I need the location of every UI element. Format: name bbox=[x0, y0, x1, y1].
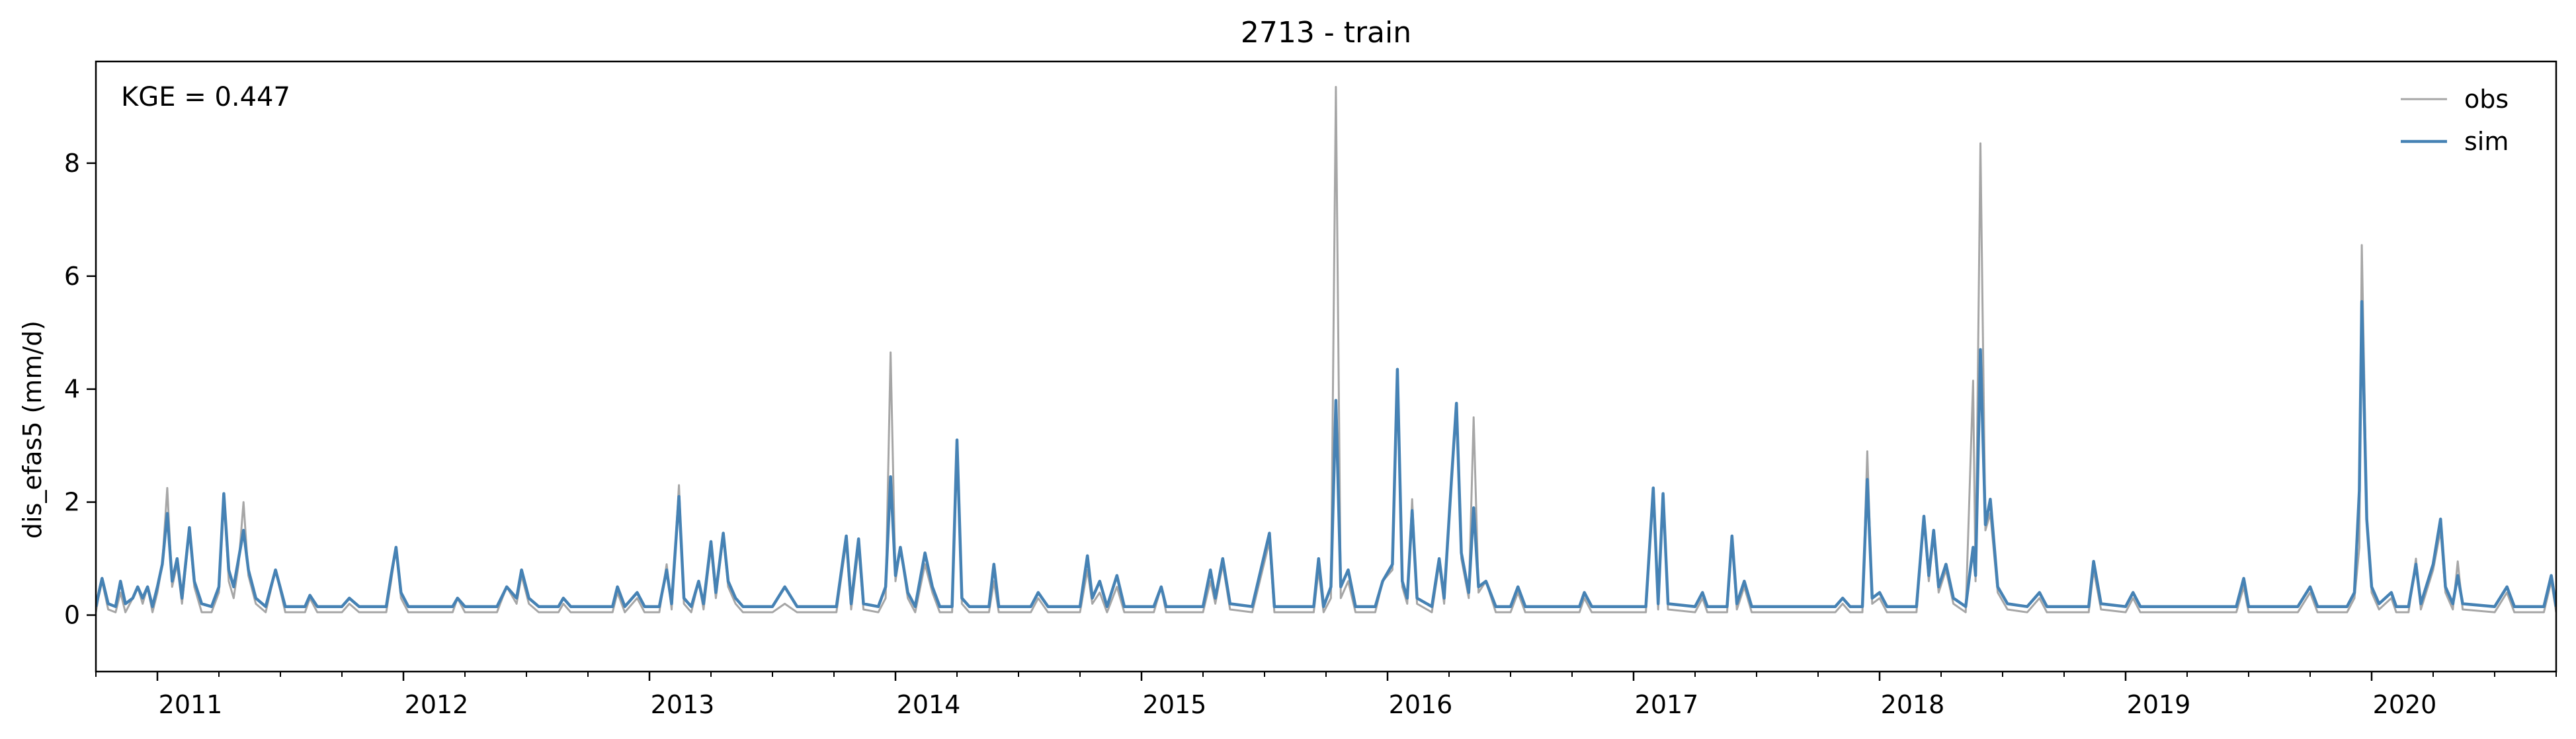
kge-annotation: KGE = 0.447 bbox=[121, 82, 290, 112]
y-tick-label: 2 bbox=[64, 488, 80, 517]
x-tick-label: 2018 bbox=[1881, 690, 1945, 719]
legend-label-sim: sim bbox=[2464, 127, 2509, 156]
series-layer bbox=[96, 86, 2556, 613]
y-tick-label: 6 bbox=[64, 262, 80, 291]
x-tick-label: 2016 bbox=[1389, 690, 1453, 719]
x-tick-label: 2012 bbox=[405, 690, 469, 719]
plot-frame bbox=[95, 60, 2557, 673]
x-tick-label: 2019 bbox=[2127, 690, 2191, 719]
x-tick-label: 2013 bbox=[651, 690, 715, 719]
x-tick-label: 2015 bbox=[1143, 690, 1207, 719]
x-axis: 2011 2012 2013 2014 2015 2016 2017 2018 2019 2020 bbox=[95, 672, 2557, 719]
x-tick-label: 2011 bbox=[159, 690, 223, 719]
y-tick-label: 8 bbox=[64, 149, 80, 178]
y-tick-label: 4 bbox=[64, 375, 80, 404]
series-obs-line bbox=[96, 86, 2556, 613]
legend-label-obs: obs bbox=[2464, 85, 2509, 114]
y-axis-label: dis_efas5 (mm/d) bbox=[18, 321, 47, 539]
legend: obs sim bbox=[2401, 85, 2509, 156]
chart-title: 2713 - train bbox=[1241, 16, 1411, 50]
series-sim-line bbox=[96, 299, 2556, 608]
x-tick-label: 2014 bbox=[897, 690, 961, 719]
x-tick-label: 2020 bbox=[2373, 690, 2437, 719]
y-axis: 0 2 4 6 8 bbox=[64, 149, 96, 630]
x-tick-label: 2017 bbox=[1635, 690, 1699, 719]
y-tick-label: 0 bbox=[64, 601, 80, 630]
